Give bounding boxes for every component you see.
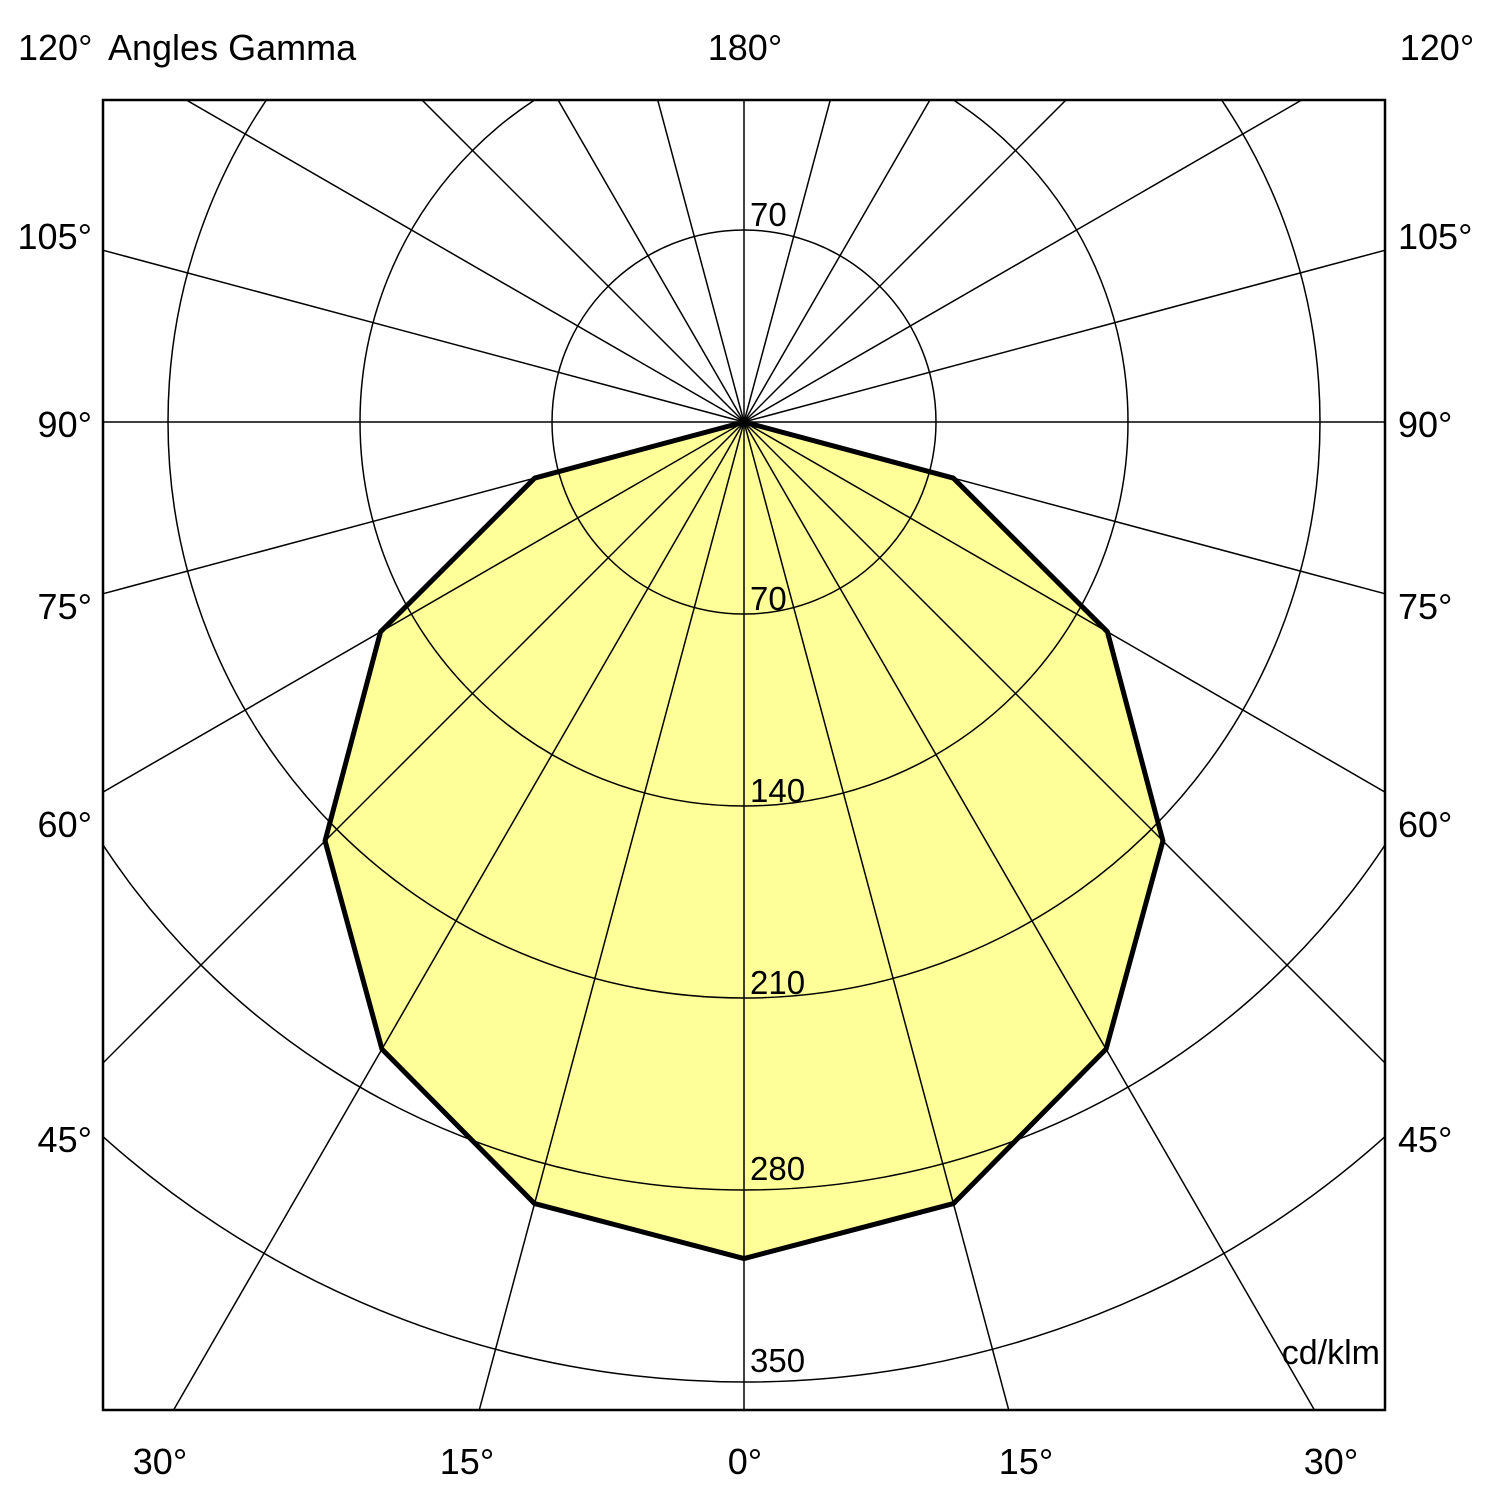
- gamma-axis-label-left-105: 105°: [17, 216, 92, 257]
- grid-ray: [743, 421, 1316, 1410]
- grid-ray: [743, 421, 1385, 595]
- gamma-axis-label-right-75: 75°: [1398, 586, 1453, 627]
- ring-label-350: 350: [750, 1342, 806, 1379]
- grid-ray: [184, 100, 745, 423]
- ring-label-140: 140: [750, 772, 806, 809]
- gamma-axis-label-left-90: 90°: [37, 404, 92, 445]
- grid-ray: [743, 421, 1010, 1410]
- grid-ray: [743, 100, 931, 423]
- gamma-axis-label-top-right-120: 120°: [1399, 27, 1475, 68]
- gamma-axis-label-right-60: 60°: [1398, 804, 1453, 845]
- ring-label-70: 70: [750, 580, 787, 617]
- ring-label-70-top: 70: [750, 196, 787, 233]
- grid-ray: [172, 421, 745, 1410]
- plot-frame: [101, 98, 1387, 1412]
- gamma-axis-label-bottom-left-30: 30°: [132, 1441, 188, 1482]
- grid-ray: [743, 100, 1304, 423]
- gamma-axis-label-bottom-left-15: 15°: [439, 1441, 495, 1482]
- grid-ray: [743, 421, 1385, 1065]
- grid-ray: [743, 421, 1385, 793]
- grid-ray: [478, 421, 745, 1410]
- gamma-axis-label-top-180: 180°: [707, 27, 783, 68]
- gamma-axis-label-left-75: 75°: [37, 586, 92, 627]
- gamma-axis-label-bottom-right-15: 15°: [998, 1441, 1054, 1482]
- grid-ray: [103, 421, 745, 793]
- gamma-axis-label-right-105: 105°: [1398, 216, 1473, 257]
- chart-title: Angles Gamma: [108, 27, 357, 68]
- ring-label-280: 280: [750, 1150, 806, 1187]
- gamma-axis-label-right-45: 45°: [1398, 1119, 1453, 1160]
- gamma-axis-label-left-45: 45°: [37, 1119, 92, 1160]
- gamma-axis-label-bottom-0: 0°: [727, 1441, 763, 1482]
- unit-label: cd/klm: [1281, 1334, 1380, 1372]
- gamma-axis-label-bottom-right-30: 30°: [1303, 1441, 1359, 1482]
- grid-ray: [103, 421, 745, 1065]
- gamma-axis-label-left-60: 60°: [37, 804, 92, 845]
- grid-ray: [420, 100, 745, 423]
- grid-ray: [656, 100, 745, 423]
- gamma-axis-label-right-90: 90°: [1398, 404, 1453, 445]
- grid-ray: [743, 249, 1385, 423]
- grid-ray: [557, 100, 745, 423]
- photometric-curve: [322, 419, 1166, 1262]
- grid-ray: [743, 100, 832, 423]
- grid-ray: [103, 421, 745, 595]
- grid-ray: [743, 100, 1068, 423]
- grid-ray: [103, 249, 745, 423]
- ring-label-210: 210: [750, 964, 806, 1001]
- gamma-axis-label-top-left-120: 120°: [18, 27, 93, 68]
